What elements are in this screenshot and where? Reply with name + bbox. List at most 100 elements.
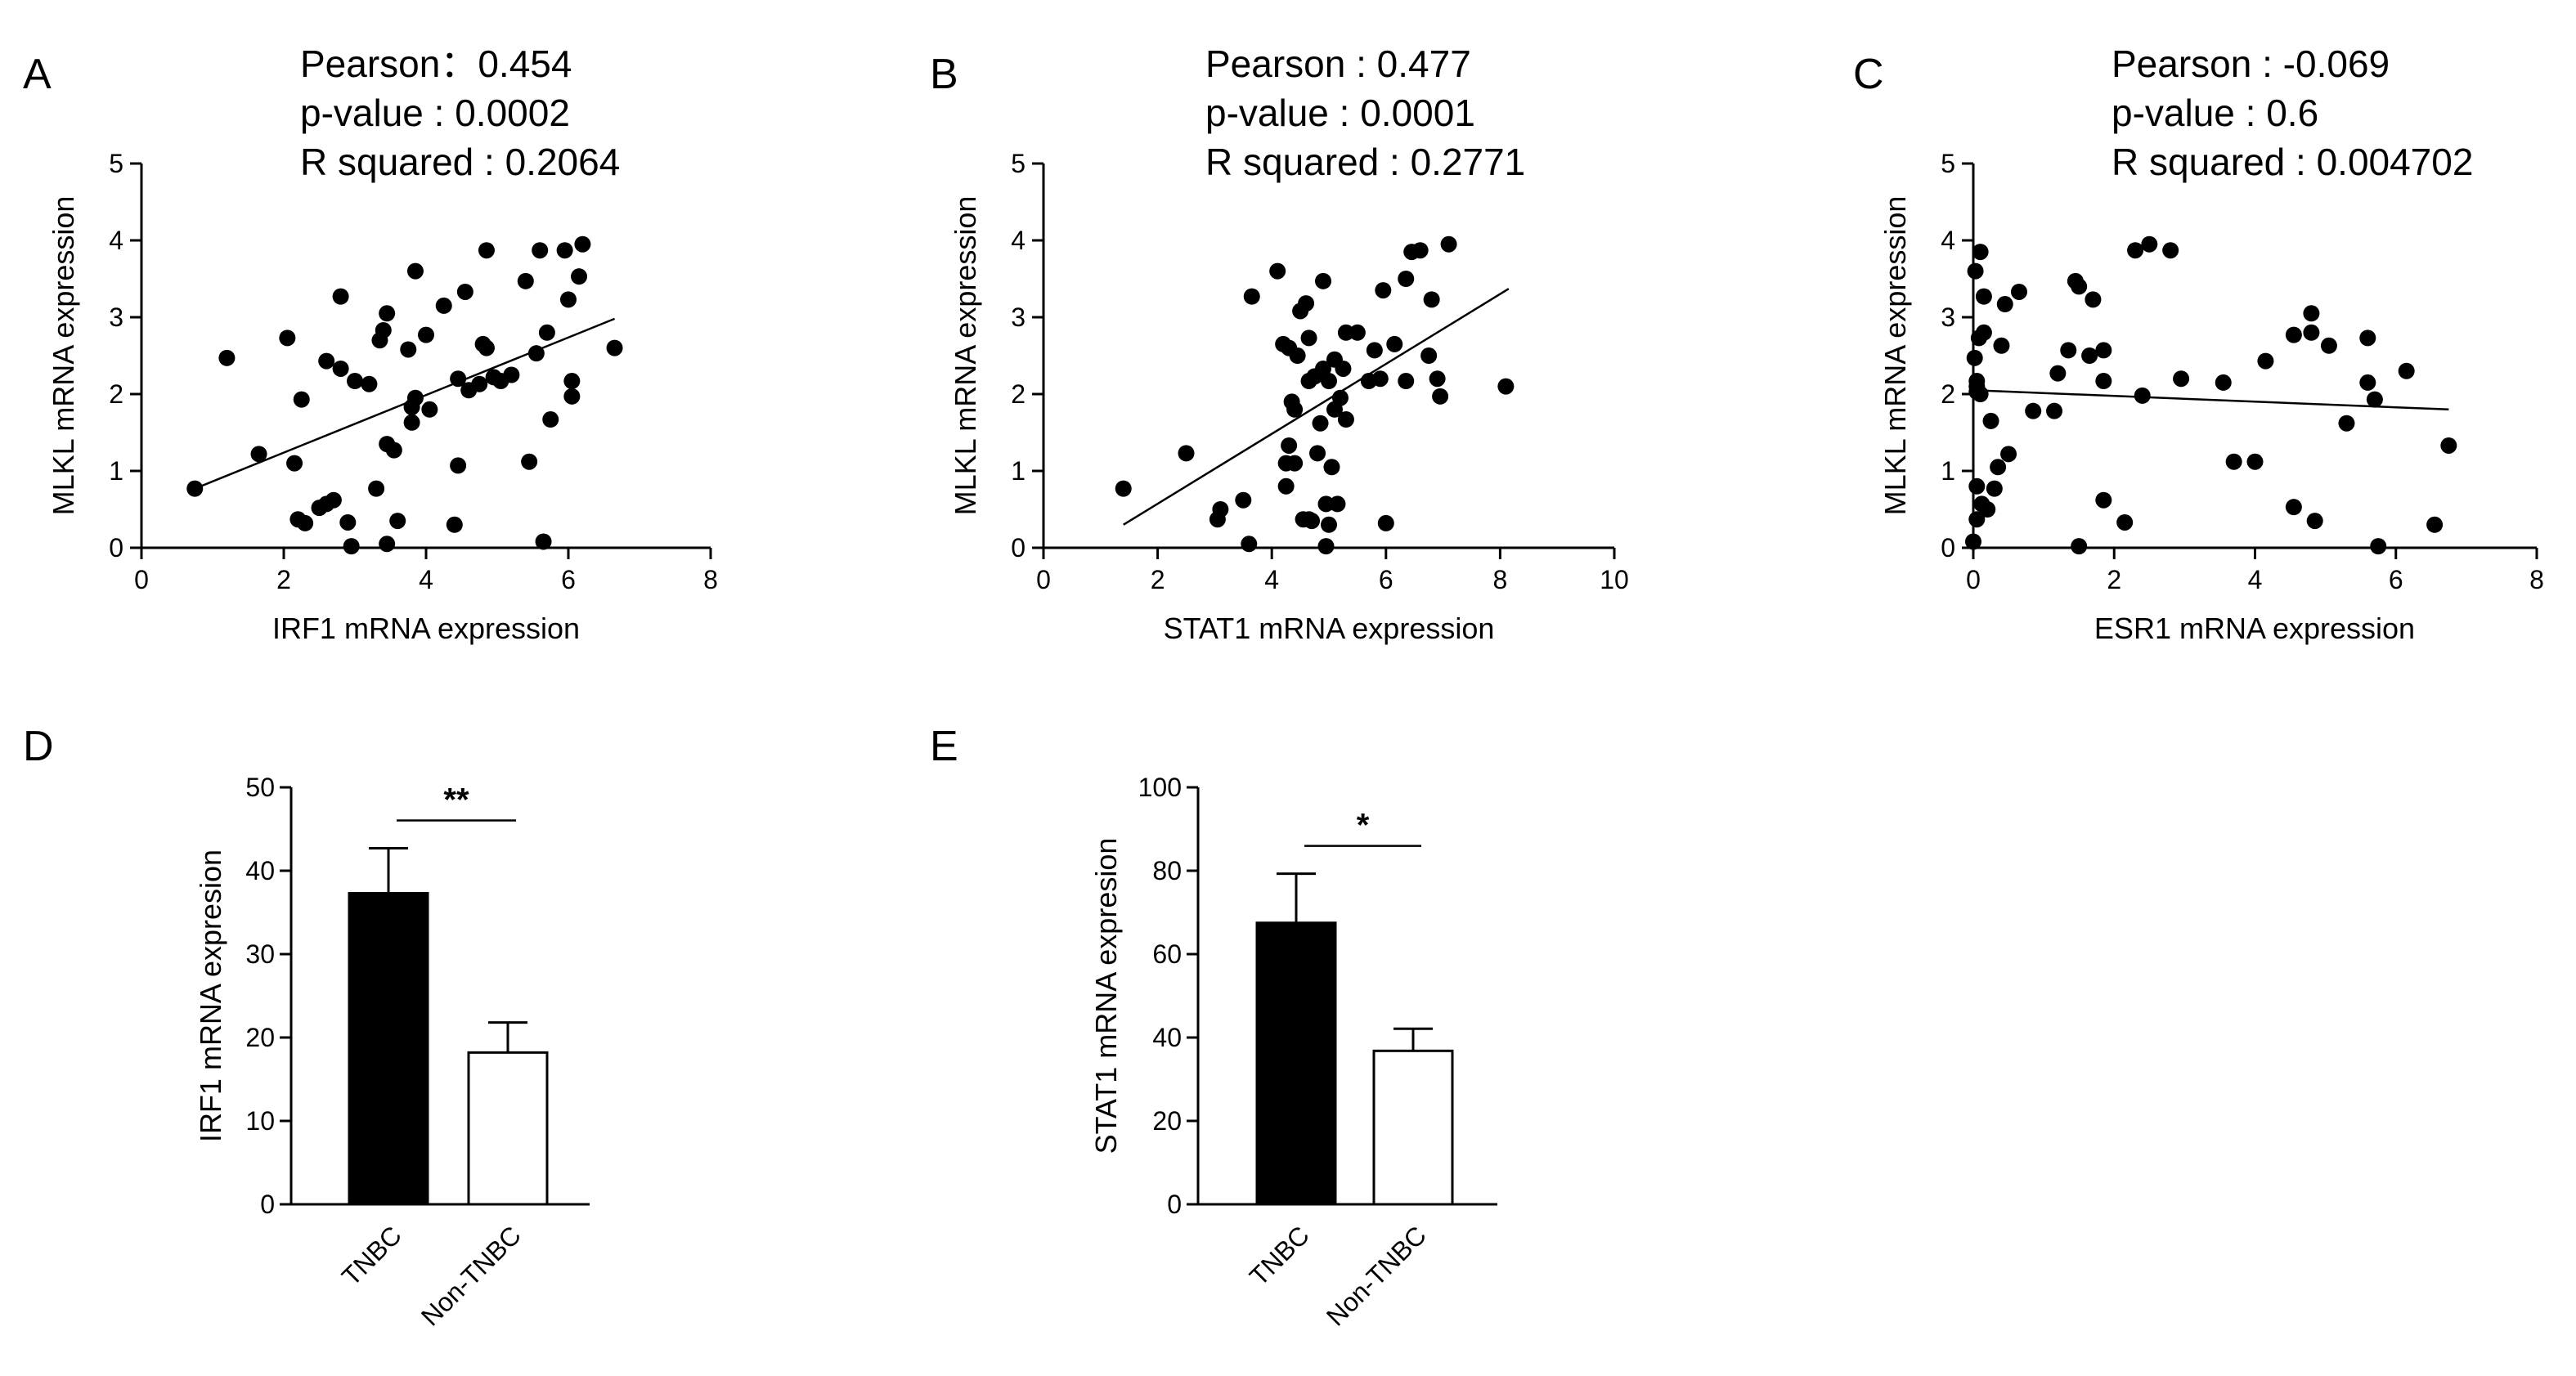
panel-e-bar (1255, 921, 1337, 1206)
panel-a-data-point (556, 242, 573, 259)
panel-b-regression-line (1123, 288, 1510, 526)
panel-c-data-point (2173, 370, 2190, 388)
panel-c-data-point (1996, 296, 2013, 313)
panel-c-data-point (2359, 374, 2376, 391)
panel-a-data-point (606, 339, 623, 356)
panel-b-data-point (1337, 411, 1354, 428)
panel-b-stat-pearson: Pearson : 0.477 (1205, 43, 1471, 85)
panel-b-data-point (1317, 538, 1335, 555)
panel-b-data-point (1321, 373, 1337, 390)
panel-b-data-point (1312, 415, 1329, 432)
panel-b-data-point (1309, 445, 1326, 462)
panel-a-x-tick-label: 4 (419, 565, 433, 594)
panel-c-data-point (1968, 477, 1986, 495)
panel-d-y-tick-label: 40 (245, 856, 275, 885)
panel-c-data-point (1967, 262, 1984, 280)
panel-a-data-point (406, 262, 424, 280)
panel-b-data-point (1315, 272, 1332, 289)
panel-c: C Pearson : -0.069 p-value : 0.6 R squar… (1853, 43, 2544, 645)
panel-b-data-point (1440, 235, 1457, 253)
panel-c-data-point (2303, 305, 2320, 322)
panel-c-data-point (2366, 391, 2383, 408)
panel-b-data-point (1331, 389, 1349, 406)
panel-e-category-label: Non-TNBC (1321, 1220, 1432, 1331)
panel-b-stat-pvalue: p-value : 0.0001 (1205, 92, 1475, 134)
panel-c-data-point (2303, 324, 2320, 341)
panel-b-y-tick-label: 1 (1011, 456, 1025, 486)
panel-a-data-point (446, 516, 463, 533)
panel-a-data-point (456, 283, 473, 300)
panel-e-y-tick-label: 60 (1152, 939, 1182, 969)
panel-c-data-point (2246, 453, 2264, 470)
panel-a-data-point (297, 514, 314, 531)
panel-e-y-tick-label: 80 (1152, 856, 1182, 885)
panel-b-data-point (1349, 324, 1366, 341)
panel-b-data-point (1269, 262, 1286, 280)
panel-a-x-tick-label: 0 (134, 565, 149, 594)
panel-c-data-point (2134, 387, 2151, 404)
panel-b-data-point (1432, 388, 1449, 405)
panel-a-data-point (250, 446, 267, 463)
panel-c-data-point (1993, 337, 2010, 354)
panel-a-data-point (389, 513, 406, 530)
panel-a-x-tick-label: 6 (561, 565, 576, 594)
panel-c-y-tick-label: 5 (1941, 149, 1955, 178)
panel-c-data-point (2440, 437, 2457, 454)
panel-c-data-point (2426, 516, 2444, 533)
panel-a-stat-pearson: Pearson：0.454 (300, 43, 572, 85)
panel-a-y-tick-label: 4 (109, 226, 123, 255)
panel-c-y-tick-label: 0 (1941, 533, 1955, 563)
panel-a-data-point (361, 375, 378, 392)
panel-a-data-point (560, 291, 577, 308)
panel-b-data-point (1321, 516, 1337, 533)
panel-c-x-tick-label: 6 (2389, 565, 2403, 594)
panel-c-data-point (2285, 326, 2302, 343)
panel-c-stat-pearson: Pearson : -0.069 (2112, 43, 2390, 85)
panel-a-y-axis-label: MLKL mRNA expression (47, 196, 80, 516)
panel-b-y-tick-label: 3 (1011, 303, 1025, 332)
panel-a-x-tick-label: 8 (703, 565, 718, 594)
panel-b-x-tick-label: 6 (1379, 565, 1393, 594)
panel-e-y-tick-label: 100 (1138, 773, 1182, 802)
panel-b-y-tick-label: 4 (1011, 226, 1025, 255)
panel-c-data-point (1975, 324, 1992, 341)
panel-e-bar (1372, 1049, 1454, 1206)
panel-b-stat-rsquared: R squared : 0.2771 (1205, 141, 1525, 183)
panel-a-data-point (538, 324, 555, 341)
panel-b-y-axis-label: MLKL mRNA expression (949, 196, 982, 516)
panel-c-data-point (2025, 402, 2042, 419)
panel-a-data-point (563, 373, 581, 390)
panel-d-y-tick-label: 0 (260, 1190, 275, 1219)
panel-b-data-point (1366, 342, 1383, 359)
panel-b-x-tick-label: 4 (1264, 565, 1279, 594)
panel-letter-a: A (23, 51, 52, 98)
panel-c-data-point (2095, 373, 2112, 390)
panel-b-data-point (1281, 437, 1298, 454)
panel-b-data-point (1371, 370, 1389, 388)
panel-a-data-point (218, 349, 236, 366)
panel-b-data-point (1420, 347, 1438, 364)
panel-b-data-point (1423, 291, 1440, 308)
panel-c-data-point (2081, 347, 2098, 364)
panel-a-y-tick-label: 0 (109, 533, 123, 563)
panel-b-data-point (1317, 495, 1335, 513)
panel-c-data-point (1965, 533, 1981, 550)
panel-c-data-point (2116, 513, 2134, 531)
panel-b-x-tick-label: 10 (1600, 565, 1629, 594)
panel-a-data-point (532, 242, 549, 259)
panel-c-data-point (2071, 538, 2088, 555)
panel-c-data-point (2257, 352, 2274, 370)
panel-e: E 0 20 40 60 80 100 STAT1 mRNA expresion TNBC No… (930, 723, 1497, 1332)
panel-b-data-point (1300, 329, 1317, 347)
panel-a-stat-pvalue: p-value : 0.0002 (300, 92, 570, 134)
panel-b-data-point (1337, 324, 1354, 341)
panel-b: B Pearson : 0.477 p-value : 0.0001 R squ… (930, 43, 1629, 645)
panel-b-data-point (1398, 373, 1415, 390)
panel-d-y-tick-label: 30 (245, 939, 275, 969)
panel-a-data-point (343, 538, 360, 555)
panel-d-y-axis-label: IRF1 mRNA expresion (194, 849, 227, 1142)
panel-c-data-point (2306, 513, 2323, 530)
panel-e-y-tick-label: 0 (1167, 1190, 1182, 1219)
panel-c-regression-line (1972, 389, 2449, 411)
